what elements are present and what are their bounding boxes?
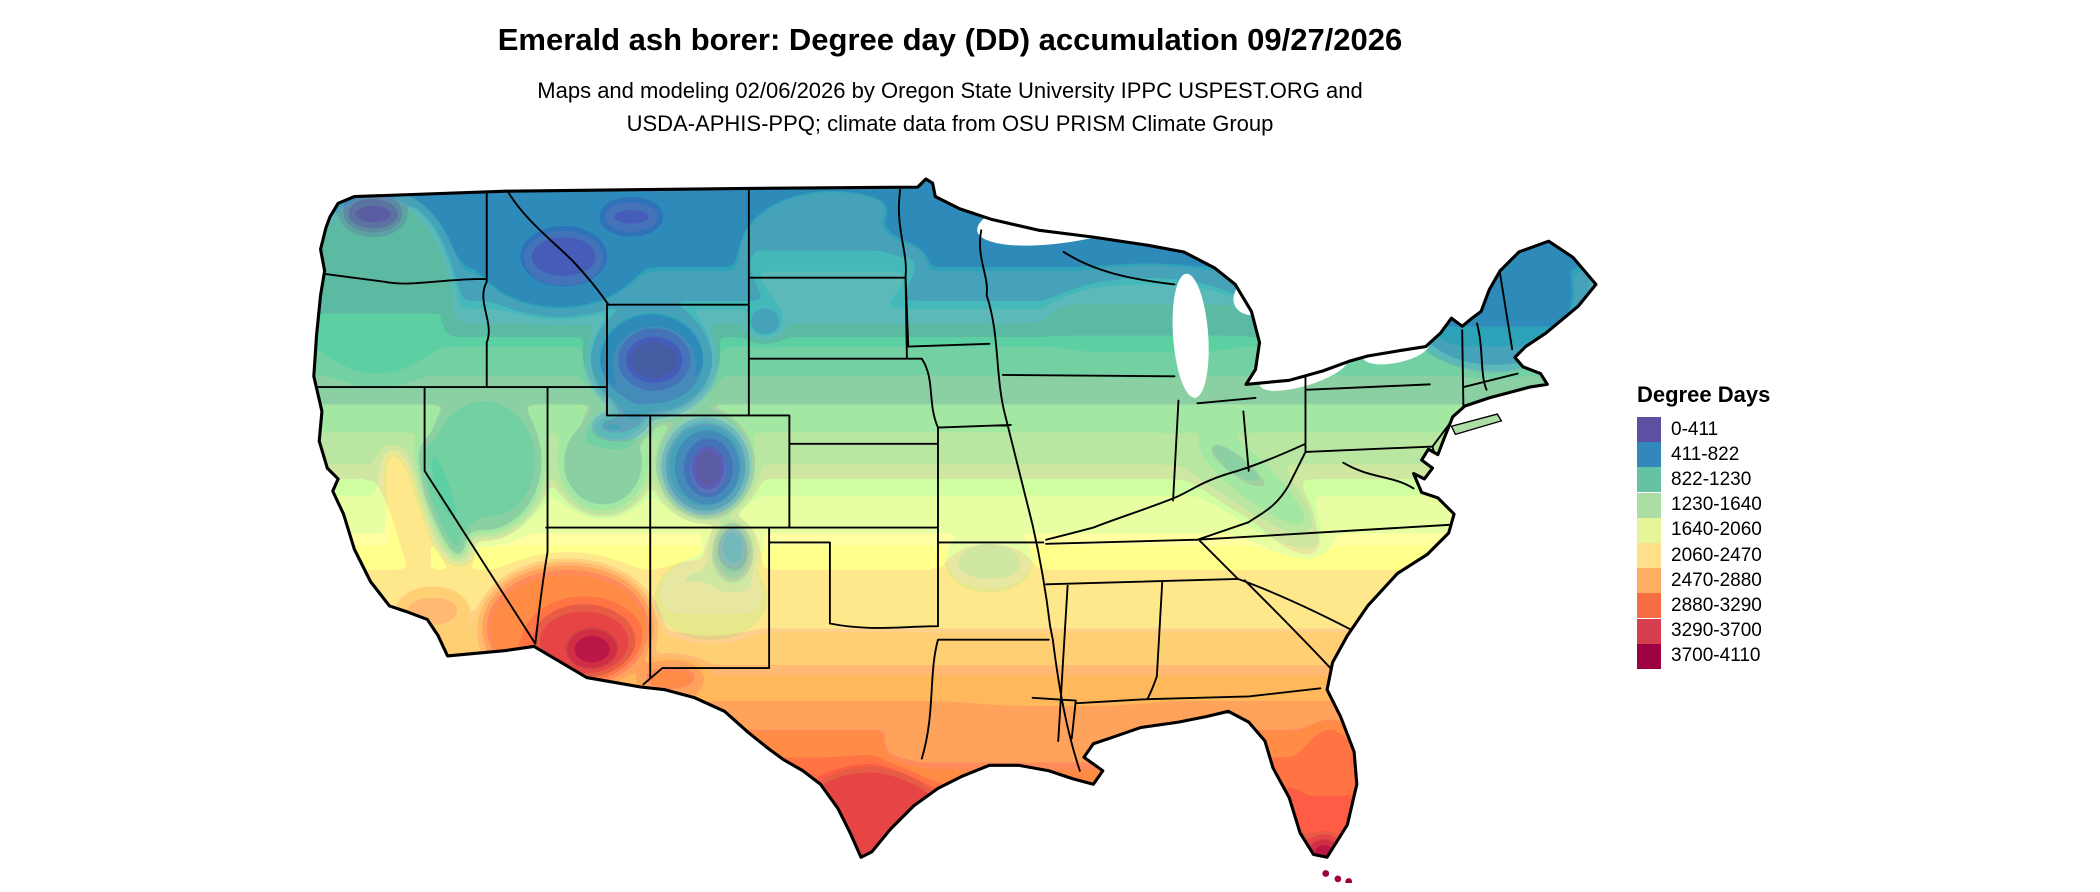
degree-day-surface bbox=[313, 179, 1596, 858]
overlay-appalachia-teal bbox=[1203, 438, 1310, 531]
legend-swatch bbox=[1637, 568, 1661, 594]
overlay-utah-teal bbox=[559, 422, 647, 515]
overlay-black-hills-blue bbox=[750, 314, 780, 336]
legend-swatch bbox=[1637, 643, 1661, 669]
legend-title: Degree Days bbox=[1637, 382, 1771, 407]
legend-swatch bbox=[1637, 442, 1661, 468]
overlay-uinta-blue bbox=[590, 411, 651, 439]
legend-label: 0-411 bbox=[1671, 418, 1719, 440]
legend-item: 411-822 bbox=[1637, 442, 1770, 468]
legend-items: 0-411 411-822 822-1230 1230-1640 1640-20… bbox=[1637, 417, 1770, 669]
legend-label: 2470-2880 bbox=[1671, 569, 1762, 591]
page-title: Emerald ash borer: Degree day (DD) accum… bbox=[497, 22, 1403, 57]
overlay-pacific-northwest-teal bbox=[313, 191, 456, 386]
legend-label: 822-1230 bbox=[1671, 468, 1752, 490]
overlay-nw-montana-purple bbox=[601, 200, 662, 234]
legend-label: 2880-3290 bbox=[1671, 594, 1762, 616]
overlay-wyoming-purple-core bbox=[619, 330, 690, 390]
map-header: Emerald ash borer: Degree day (DD) accum… bbox=[0, 22, 1900, 140]
legend-swatch bbox=[1637, 517, 1661, 543]
overlay-arizona-maroon-core bbox=[570, 632, 614, 666]
overlay-socal-orange bbox=[397, 587, 468, 631]
us-degree-day-map bbox=[303, 160, 1600, 883]
legend-label: 3290-3700 bbox=[1671, 620, 1762, 642]
legend-label: 1230-1640 bbox=[1671, 494, 1762, 516]
legend-item: 1230-1640 bbox=[1637, 492, 1770, 518]
lake-huron-shape bbox=[1233, 275, 1281, 316]
overlay-colorado-purple-core bbox=[683, 438, 733, 498]
florida-key-dot bbox=[1345, 878, 1353, 883]
overlay-great-lakes-teal bbox=[1046, 270, 1249, 374]
legend-label: 2060-2470 bbox=[1671, 544, 1762, 566]
subtitle-line-2: USDA-APHIS-PPQ; climate data from OSU PR… bbox=[626, 111, 1274, 136]
legend-item: 1640-2060 bbox=[1637, 517, 1770, 543]
overlay-ozarks-green bbox=[948, 538, 1030, 593]
overlay-new-mexico-green bbox=[654, 560, 768, 642]
lake-superior-shape bbox=[977, 182, 1170, 246]
overlay-central-valley-yellow bbox=[382, 447, 429, 565]
legend-swatch bbox=[1637, 492, 1661, 518]
map-svg bbox=[312, 177, 1598, 883]
page-subtitle: Maps and modeling 02/06/2026 by Oregon S… bbox=[0, 74, 1900, 140]
legend-item: 2470-2880 bbox=[1637, 568, 1770, 594]
legend: Degree Days 0-411 411-822 822-1230 1230-… bbox=[1637, 382, 1770, 669]
legend-swatch bbox=[1637, 417, 1661, 443]
state-border-lines bbox=[315, 188, 1519, 772]
legend-swatch bbox=[1637, 593, 1661, 619]
florida-key-dot bbox=[1322, 870, 1330, 877]
lake-michigan-shape bbox=[1172, 273, 1209, 398]
legend-label: 3700-4110 bbox=[1671, 645, 1761, 667]
legend-item: 0-411 bbox=[1637, 417, 1770, 443]
state-borders bbox=[315, 188, 1519, 772]
legend-item: 3700-4110 bbox=[1637, 643, 1770, 669]
legend-label: 1640-2060 bbox=[1671, 519, 1762, 541]
legend-swatch bbox=[1637, 618, 1661, 644]
overlay-washington-cascades-purple bbox=[343, 196, 403, 232]
legend-swatch bbox=[1637, 543, 1661, 569]
overlay-south-florida-maroon bbox=[1309, 838, 1340, 858]
overlay-new-england-blue bbox=[1410, 243, 1579, 369]
legend-item: 2060-2470 bbox=[1637, 543, 1770, 569]
legend-label: 411-822 bbox=[1671, 443, 1740, 465]
overlay-idaho-purple-core bbox=[523, 230, 605, 285]
legend-item: 2880-3290 bbox=[1637, 593, 1770, 619]
legend-item: 822-1230 bbox=[1637, 467, 1770, 493]
legend-swatch bbox=[1637, 467, 1661, 493]
florida-key-dot bbox=[1334, 875, 1342, 883]
long-island-shape bbox=[1450, 413, 1503, 436]
legend-item: 3290-3700 bbox=[1637, 618, 1770, 644]
subtitle-line-1: Maps and modeling 02/06/2026 by Oregon S… bbox=[537, 78, 1363, 103]
florida-keys bbox=[1322, 870, 1353, 883]
